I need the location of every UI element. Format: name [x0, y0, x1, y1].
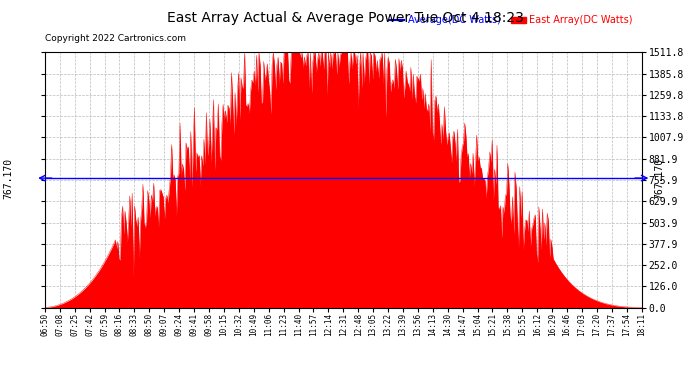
Text: 767.170: 767.170	[3, 158, 13, 199]
Text: 767.170: 767.170	[654, 158, 664, 199]
Legend: Average(DC Watts), East Array(DC Watts): Average(DC Watts), East Array(DC Watts)	[386, 12, 637, 29]
Text: East Array Actual & Average Power Tue Oct 4 18:23: East Array Actual & Average Power Tue Oc…	[166, 11, 524, 25]
Text: Copyright 2022 Cartronics.com: Copyright 2022 Cartronics.com	[45, 34, 186, 43]
